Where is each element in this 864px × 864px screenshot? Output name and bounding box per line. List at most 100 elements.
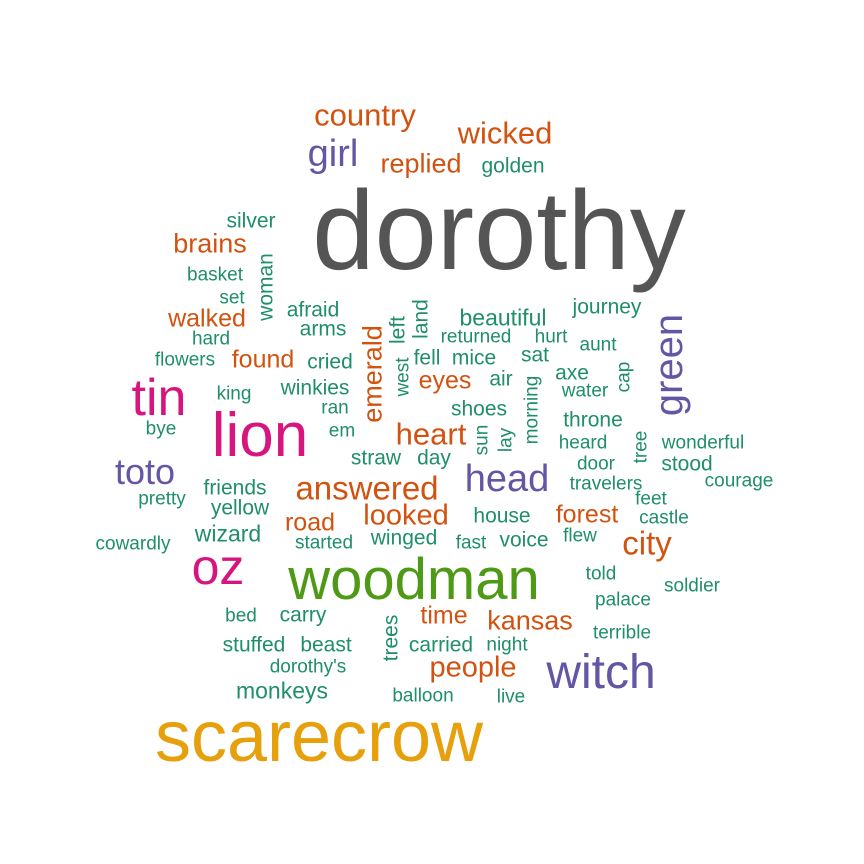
- word-feet: feet: [635, 488, 667, 510]
- word-voice: voice: [499, 528, 549, 552]
- word-winkies: winkies: [280, 376, 350, 400]
- word-walked: walked: [168, 304, 246, 333]
- word-tin: tin: [131, 369, 187, 427]
- word-girl: girl: [307, 133, 359, 175]
- word-city: city: [622, 524, 672, 562]
- word-tree: tree: [630, 430, 652, 464]
- word-king: king: [216, 383, 252, 405]
- word-air: air: [489, 367, 513, 391]
- word-country: country: [314, 97, 416, 133]
- word-started: started: [294, 532, 354, 554]
- word-eyes: eyes: [418, 366, 472, 395]
- word-balloon: balloon: [392, 685, 454, 707]
- word-courage: courage: [704, 470, 774, 492]
- word-toto: toto: [114, 451, 176, 492]
- word-west: west: [392, 357, 414, 397]
- word-looked: looked: [363, 499, 449, 532]
- word-shoes: shoes: [450, 397, 508, 421]
- word-wizard: wizard: [194, 520, 262, 547]
- word-palace: palace: [595, 589, 651, 611]
- word-bed: bed: [225, 605, 257, 627]
- word-water: water: [561, 380, 609, 402]
- word-hard: hard: [191, 328, 231, 350]
- word-fell: fell: [413, 346, 441, 370]
- word-woodman: woodman: [288, 547, 540, 612]
- word-ran: ran: [321, 397, 349, 419]
- word-stuffed: stuffed: [222, 633, 286, 657]
- word-kansas: kansas: [487, 605, 573, 636]
- word-land: land: [409, 299, 433, 339]
- word-wicked: wicked: [457, 115, 553, 151]
- word-terrible: terrible: [592, 622, 652, 644]
- word-beautiful: beautiful: [459, 304, 547, 331]
- word-carry: carry: [279, 603, 327, 627]
- word-witch: witch: [546, 646, 656, 699]
- word-people: people: [429, 651, 517, 684]
- word-cap: cap: [613, 361, 635, 393]
- word-cowardly: cowardly: [95, 533, 171, 555]
- word-travelers: travelers: [569, 473, 643, 495]
- word-returned: returned: [440, 326, 512, 348]
- word-friends: friends: [203, 476, 267, 500]
- word-night: night: [486, 634, 528, 656]
- word-brains: brains: [173, 228, 247, 259]
- word-wonderful: wonderful: [661, 432, 745, 454]
- word-lay: lay: [495, 427, 517, 453]
- word-left: left: [386, 315, 410, 345]
- word-bye: bye: [145, 418, 177, 440]
- word-house: house: [473, 504, 531, 528]
- word-emerald: emerald: [357, 325, 388, 423]
- word-fast: fast: [455, 532, 487, 554]
- word-woman: woman: [254, 253, 278, 321]
- word-lion: lion: [211, 401, 309, 470]
- word-beast: beast: [300, 633, 352, 657]
- word-forest: forest: [555, 500, 619, 529]
- word-dorothy: dorothy: [312, 168, 686, 293]
- word-afraid: afraid: [286, 298, 340, 322]
- word-replied: replied: [380, 148, 462, 179]
- word-trees: trees: [379, 614, 403, 662]
- word-mice: mice: [451, 346, 497, 370]
- word-basket: basket: [187, 264, 243, 286]
- word-throne: throne: [563, 408, 623, 432]
- word-heart: heart: [395, 416, 467, 452]
- word-pretty: pretty: [138, 488, 186, 510]
- word-yellow: yellow: [210, 496, 270, 520]
- word-journey: journey: [572, 295, 642, 319]
- word-road: road: [284, 508, 336, 537]
- word-soldier: soldier: [664, 575, 720, 597]
- word-dorothys: dorothy's: [269, 656, 347, 678]
- word-carried: carried: [408, 633, 474, 657]
- word-straw: straw: [350, 446, 402, 470]
- word-arms: arms: [299, 317, 347, 341]
- word-stood: stood: [661, 452, 713, 476]
- word-monkeys: monkeys: [235, 677, 329, 704]
- word-sun: sun: [471, 424, 493, 456]
- word-hurt: hurt: [534, 326, 568, 348]
- word-winged: winged: [370, 526, 438, 550]
- word-flowers: flowers: [154, 349, 216, 371]
- word-heard: heard: [558, 432, 608, 454]
- word-set: set: [219, 287, 245, 309]
- word-golden: golden: [481, 154, 545, 178]
- word-scarecrow: scarecrow: [154, 697, 484, 777]
- word-cried: cried: [307, 350, 353, 374]
- word-live: live: [496, 686, 526, 708]
- word-em: em: [328, 420, 356, 442]
- word-green: green: [647, 313, 691, 417]
- word-found: found: [231, 345, 295, 374]
- word-sat: sat: [520, 343, 550, 367]
- word-head: head: [464, 458, 550, 500]
- word-silver: silver: [226, 209, 276, 233]
- word-door: door: [576, 453, 616, 475]
- word-castle: castle: [639, 507, 689, 529]
- word-answered: answered: [295, 469, 439, 507]
- word-time: time: [420, 601, 468, 630]
- word-morning: morning: [521, 375, 543, 445]
- word-axe: axe: [555, 361, 589, 385]
- word-told: told: [585, 563, 617, 585]
- word-oz: oz: [191, 539, 245, 595]
- word-aunt: aunt: [579, 334, 617, 356]
- word-flew: flew: [563, 525, 597, 547]
